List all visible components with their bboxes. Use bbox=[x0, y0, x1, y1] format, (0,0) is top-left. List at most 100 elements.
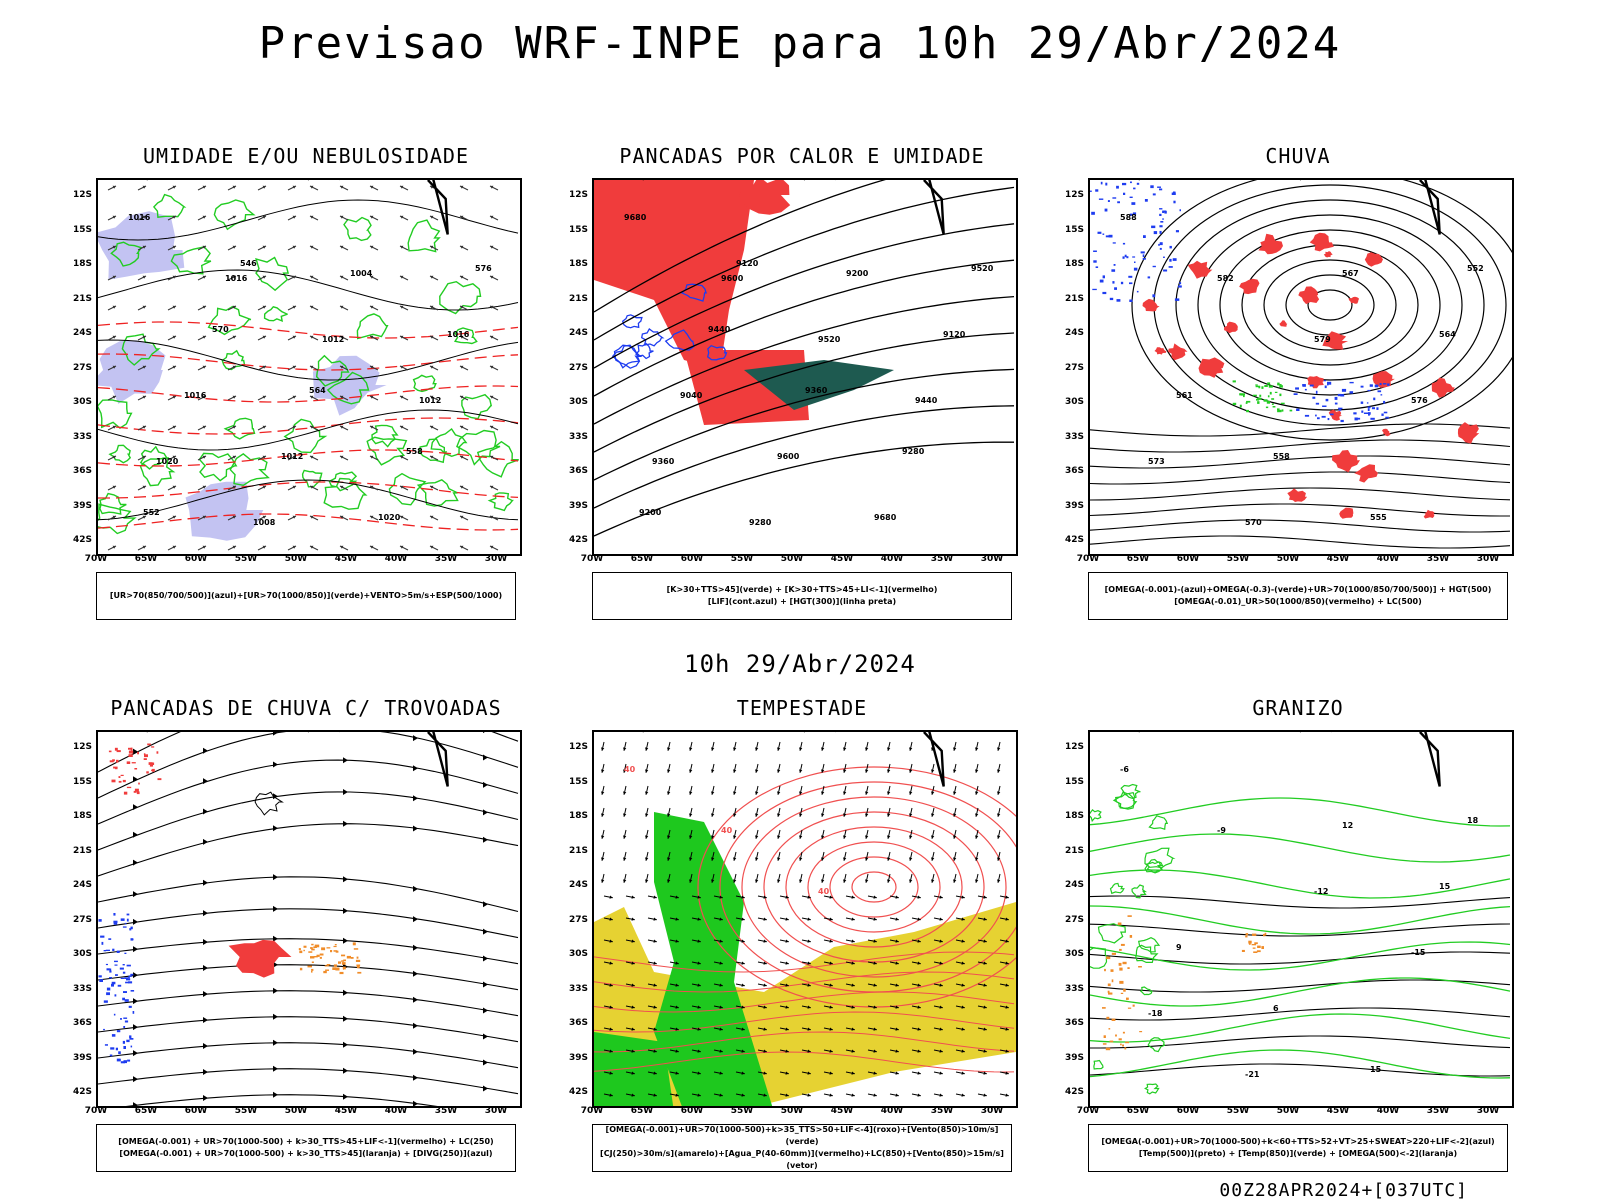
geopotential-height-contour bbox=[1090, 471, 1511, 485]
wind-vector-head bbox=[719, 939, 723, 943]
wind-vector-head bbox=[653, 1093, 657, 1097]
contour-label: 9200 bbox=[846, 269, 869, 278]
omega-area bbox=[1122, 242, 1126, 245]
wind-vector-head bbox=[340, 485, 344, 489]
streamline-arrow bbox=[483, 1059, 488, 1066]
rain-area bbox=[1457, 422, 1480, 444]
longitude-tick-label: 45W bbox=[334, 1106, 358, 1116]
legend-chuva: [OMEGA(-0.001)-(azul)+OMEGA(-0.3)-(verde… bbox=[1088, 572, 1508, 620]
wind-vector-head bbox=[340, 515, 344, 519]
omega-area bbox=[1108, 234, 1113, 238]
divergence-area bbox=[120, 977, 125, 979]
contour-label: 40 bbox=[818, 887, 830, 896]
wind-vector-head bbox=[865, 769, 869, 773]
wind-vector-head bbox=[202, 515, 206, 519]
omega-area bbox=[1112, 281, 1115, 284]
wind-vector-head bbox=[430, 215, 434, 219]
thickness-contour bbox=[98, 513, 519, 531]
convective-area bbox=[341, 954, 346, 957]
wind-vector-head bbox=[689, 747, 693, 751]
convective-area bbox=[335, 967, 340, 971]
streamline-arrow bbox=[133, 972, 138, 979]
pressure-contour bbox=[98, 199, 519, 241]
divergence-area bbox=[109, 977, 112, 979]
wind-vector-head bbox=[719, 961, 723, 965]
divergence-area bbox=[122, 1040, 125, 1044]
wind-vector-head bbox=[370, 455, 374, 459]
wind-vector-head bbox=[799, 835, 803, 839]
latitude-tick-label: 33S bbox=[568, 983, 588, 994]
temperature-850-contour bbox=[1131, 884, 1148, 899]
temperature-500-contour bbox=[1090, 1007, 1511, 1021]
wind-vector-head bbox=[953, 879, 957, 883]
wind-vector-head bbox=[851, 1005, 855, 1009]
low-humidity-contour bbox=[456, 429, 501, 466]
strong-omega-area bbox=[1257, 397, 1262, 400]
wind-vector-head bbox=[430, 515, 434, 519]
wind-vector-head bbox=[142, 485, 146, 489]
streamline-arrow bbox=[343, 989, 348, 996]
wind-vector-head bbox=[865, 747, 869, 751]
omega-area bbox=[1115, 1034, 1117, 1037]
longitude-tick-label: 50W bbox=[1276, 554, 1300, 564]
wind-vector-head bbox=[172, 185, 176, 189]
omega-area bbox=[1367, 408, 1370, 411]
wind-vector-head bbox=[370, 245, 374, 249]
wind-vector-head bbox=[873, 917, 877, 921]
wind-vector-head bbox=[843, 857, 847, 861]
wind-vector-head bbox=[785, 1005, 789, 1009]
wind-vector-head bbox=[829, 1071, 833, 1075]
wind-vector-head bbox=[851, 939, 855, 943]
temperature-850-contour bbox=[1090, 977, 1511, 1007]
wind-vector-head bbox=[631, 1071, 635, 1075]
wind-vector-head bbox=[667, 835, 671, 839]
wind-vector-head bbox=[697, 939, 701, 943]
divergence-area bbox=[109, 970, 112, 973]
wind-vector-head bbox=[697, 1027, 701, 1031]
streamline-arrow bbox=[483, 901, 488, 908]
wind-vector-head bbox=[895, 939, 899, 943]
wind-vector-head bbox=[142, 425, 146, 429]
latitude-tick-label: 30S bbox=[72, 949, 92, 959]
streamline-arrow bbox=[203, 778, 208, 785]
wind-vector-head bbox=[653, 983, 657, 987]
lifted-index-contour bbox=[640, 328, 665, 347]
wind-vector-head bbox=[711, 835, 715, 839]
convective-area bbox=[323, 970, 327, 974]
wind-vector-head bbox=[292, 215, 296, 219]
legend-line: [LIF](cont.azul) + [HGT(300)](linha pret… bbox=[707, 597, 897, 606]
streamline bbox=[98, 990, 519, 1017]
temperature-500-contour bbox=[1090, 1063, 1511, 1077]
wind-vector-head bbox=[733, 857, 737, 861]
thunderstorm-area bbox=[122, 779, 126, 783]
longitude-tick-label: 70W bbox=[580, 1106, 604, 1116]
wind-vector-head bbox=[1005, 1049, 1009, 1053]
contour-label: 573 bbox=[1148, 457, 1165, 466]
wind-vector-head bbox=[292, 305, 296, 309]
streamline-arrow bbox=[413, 795, 418, 802]
latitude-tick-label: 36S bbox=[1064, 466, 1084, 476]
convective-area bbox=[311, 971, 313, 973]
low-humidity-contour bbox=[301, 469, 323, 488]
wind-vector-head bbox=[733, 747, 737, 751]
wind-vector-head bbox=[490, 185, 494, 189]
longitude-tick-label: 30W bbox=[980, 1106, 1004, 1116]
latitude-tick-label: 18S bbox=[1064, 259, 1084, 269]
wind-vector-head bbox=[370, 425, 374, 429]
map-pancadas_trovoadas bbox=[96, 730, 522, 1108]
wind-vector-head bbox=[172, 365, 176, 369]
thunderstorm-area bbox=[138, 782, 140, 785]
wind-vector-head bbox=[292, 545, 296, 549]
wind-vector-head bbox=[262, 245, 266, 249]
wind-vector-head bbox=[609, 961, 613, 965]
wind-vector-head bbox=[310, 305, 314, 309]
divergence-area bbox=[99, 979, 103, 982]
convective-area bbox=[303, 945, 307, 948]
thunderstorm-area bbox=[228, 939, 292, 978]
wind-vector-head bbox=[340, 365, 344, 369]
omega-area bbox=[1130, 181, 1132, 184]
wind-vector-head bbox=[865, 879, 869, 883]
contour-label: 9200 bbox=[639, 508, 662, 517]
longitude-tick-label: 30W bbox=[484, 1106, 508, 1116]
wind-vector-head bbox=[997, 879, 1001, 883]
